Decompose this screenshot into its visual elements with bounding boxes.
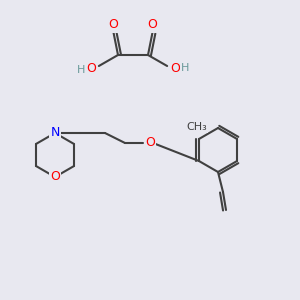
Text: N: N [50,127,60,140]
Text: H: H [181,63,189,73]
Text: O: O [86,61,96,74]
Text: O: O [109,19,118,32]
Text: O: O [145,136,155,149]
Text: O: O [148,19,157,32]
Text: CH₃: CH₃ [187,122,207,132]
Text: O: O [50,170,60,184]
Text: H: H [77,65,85,75]
Text: O: O [170,61,180,74]
